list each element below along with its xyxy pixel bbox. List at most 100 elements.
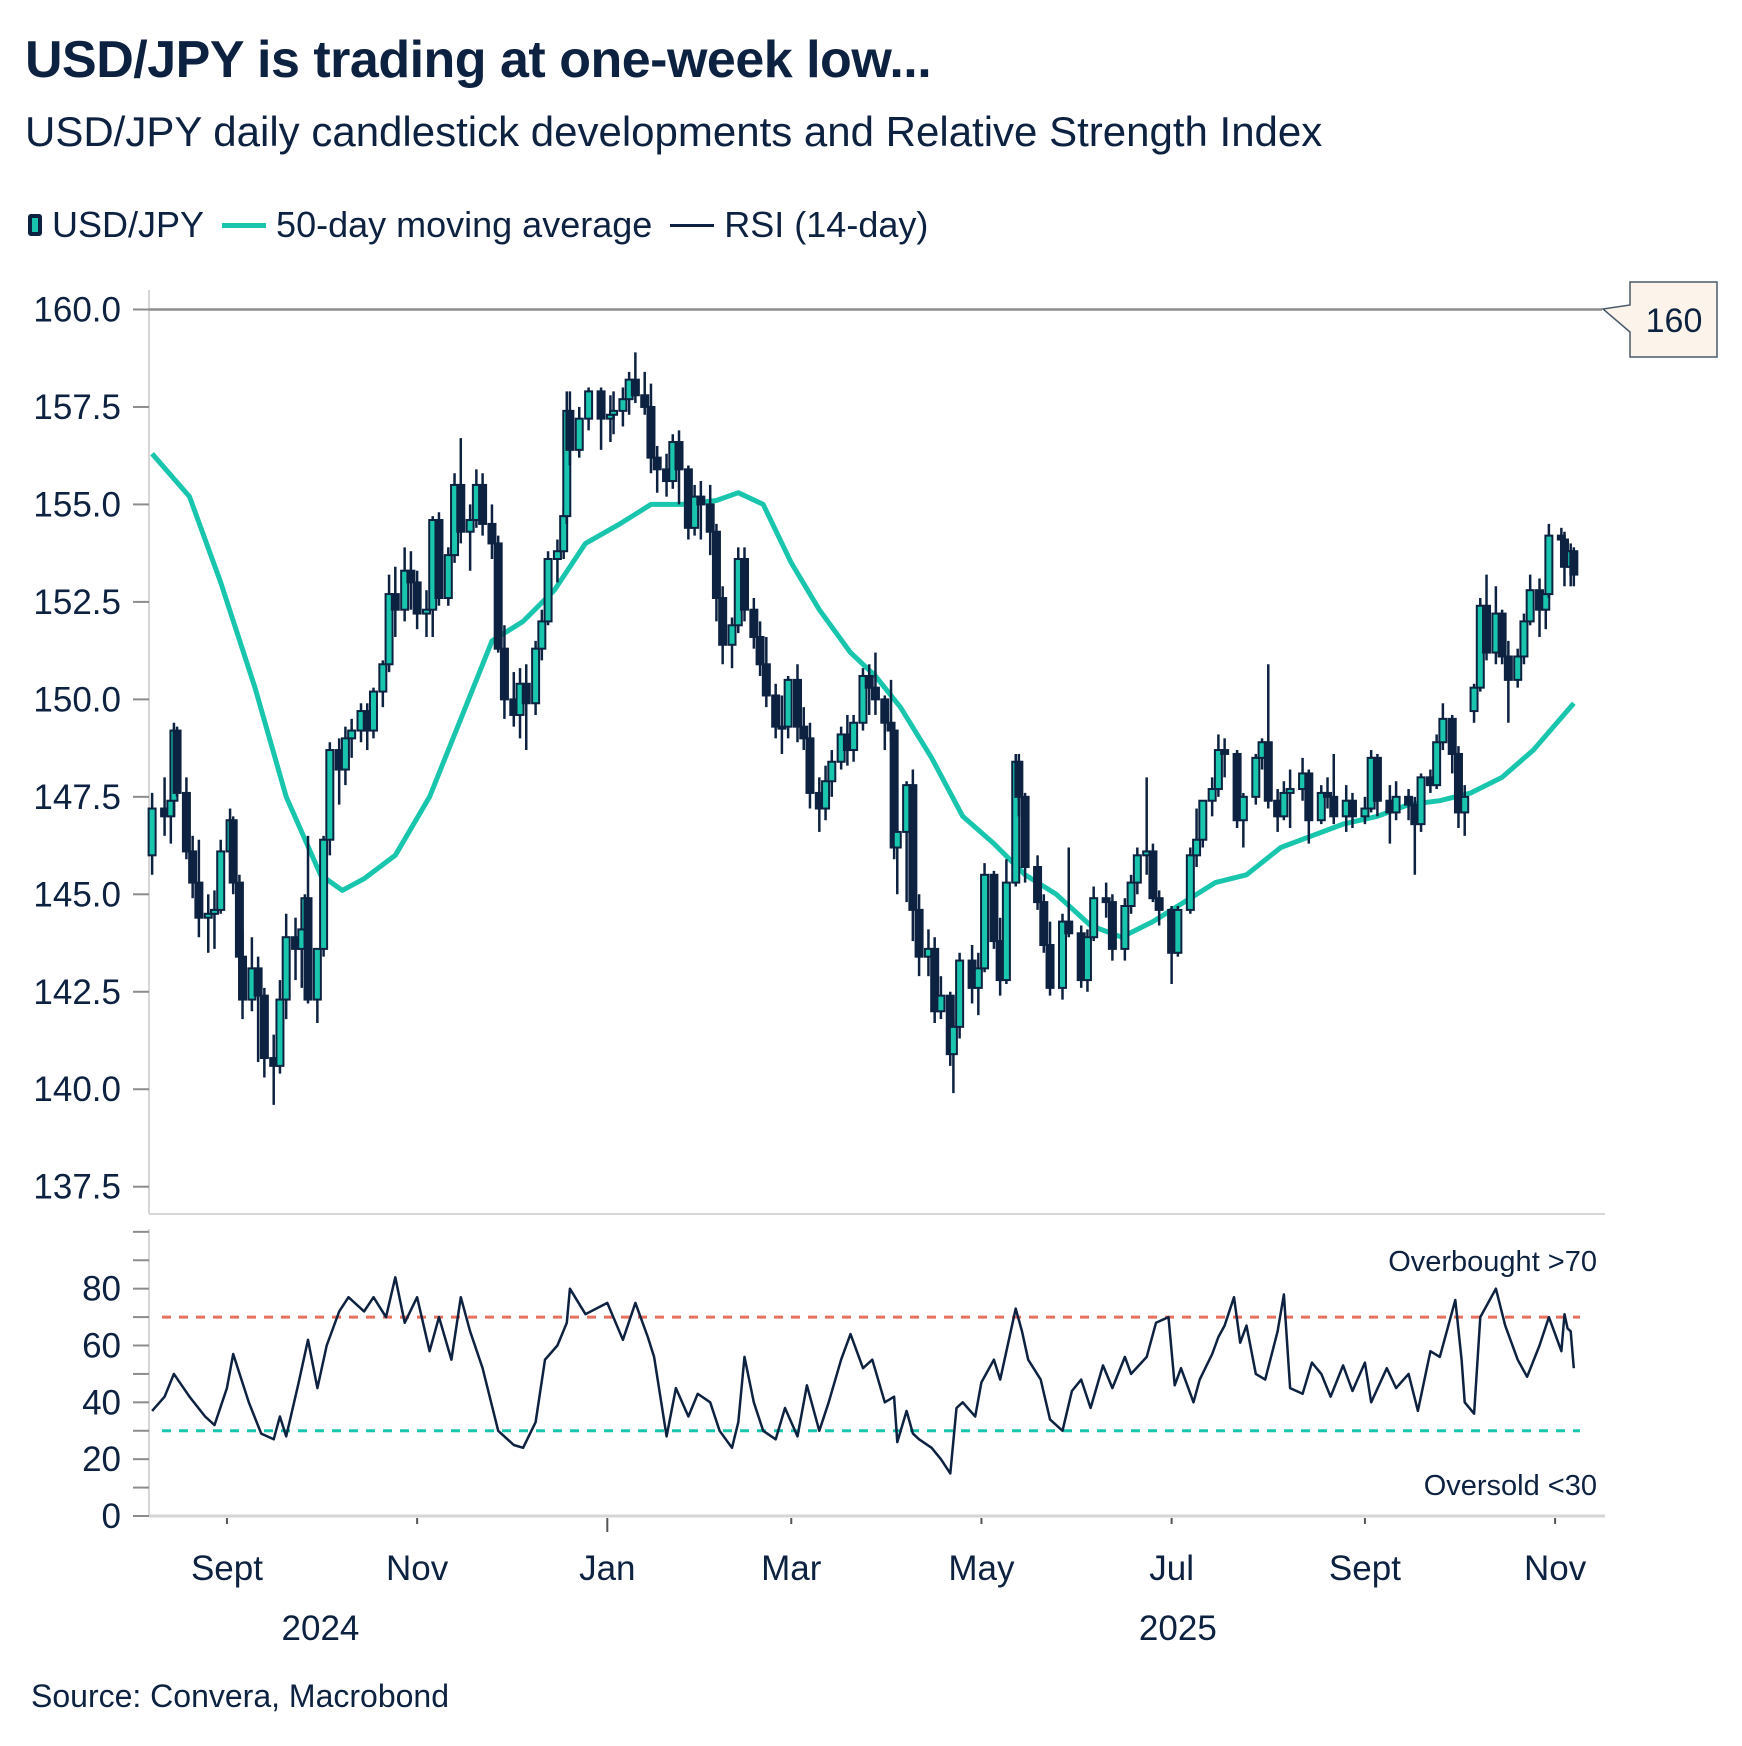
x-tick-label: Jul [1149,1549,1194,1588]
candle-body-up [1185,854,1195,911]
candle [478,473,488,536]
candle [1453,746,1463,829]
candle [400,547,410,622]
candle-body-down [1020,795,1030,869]
candle-body-down [478,483,488,525]
candle [1347,792,1357,829]
candle [406,551,416,610]
candle [711,523,721,622]
candle-body-up [325,749,335,841]
candle-body-down [456,483,466,533]
candle [799,707,809,751]
candle [864,664,874,715]
candle-body-up [858,674,868,724]
candle-body-up [948,1025,958,1056]
candle-body-down [1033,866,1043,904]
candle [1391,781,1401,821]
legend: USD/JPY 50-day moving average RSI (14-da… [28,204,946,246]
candle [1207,777,1217,817]
candle [340,726,350,786]
candle [378,660,388,708]
candle [1033,855,1043,910]
candle [253,956,263,1062]
price-y-tick-label: 150.0 [33,680,121,719]
candle-body-down [705,503,715,533]
candle-body-up [1207,788,1217,802]
teal-line-icon [222,222,267,228]
oversold-label: Oversold <30 [1424,1470,1597,1502]
candle [827,750,837,797]
candle [1329,753,1339,825]
candle [384,574,394,673]
candle-body-down [771,694,781,728]
candle [761,636,771,708]
candle [1251,753,1261,805]
candle-body-down [1220,749,1230,755]
candle [696,481,706,540]
legend-label: RSI (14-day) [724,204,929,245]
candle [1213,734,1223,797]
candle-body-up [443,554,453,600]
candle-body-down [989,873,999,943]
candle-body-down [1107,901,1117,950]
candle-body-down [799,725,809,740]
candle [325,742,335,856]
candle [421,590,431,637]
candle-body-up [340,737,350,771]
candle [443,547,453,606]
candle [690,484,700,536]
candle [1525,574,1535,626]
candle-body-down [640,394,650,408]
candle-body-down [1503,655,1513,681]
candle [584,387,594,431]
candle [1263,664,1273,809]
candle [980,863,990,973]
candle-body-down [1014,760,1024,798]
candle [1198,799,1208,848]
candle [1101,882,1111,918]
x-axis: Sept Nov Jan Mar May Jul Sept Nov 2024 2025 [191,1518,1587,1648]
candle-body-up [1089,897,1099,939]
candle-body-down [1154,897,1164,911]
candle-body-down [390,593,400,611]
candle-body-down [1064,920,1074,935]
candle-body-up [980,873,990,970]
candle-body-down [1232,752,1242,822]
candle-body-up [537,620,547,650]
candle [849,714,859,762]
candle [652,445,662,493]
candle-body-down [228,819,238,884]
overbought-label: Overbought >70 [1388,1246,1597,1278]
candle [973,952,983,1016]
candle [521,664,531,751]
candle [1316,785,1326,825]
candle [531,640,541,715]
rsi-y-tick-label: 0 [102,1497,121,1536]
candle-body-down [930,947,940,1013]
candle-body-down [596,390,606,420]
candle-body-up [821,780,831,810]
candle [319,835,329,957]
legend-item-moving-average: 50-day moving average [222,204,652,246]
candle-body-up [531,647,541,705]
candle-body-down [1372,756,1382,802]
candle [1482,574,1492,661]
candle [238,933,248,1020]
candle [936,976,946,1020]
candle [718,586,728,665]
x-tick-label: Sept [191,1549,263,1588]
candle [194,839,204,938]
candle-body-down [646,405,656,459]
candle-body-up [1544,534,1554,596]
candle-body-down [1329,795,1339,818]
candle-body-down [674,441,684,471]
chart-subtitle: USD/JPY daily candlestick developments a… [25,108,1323,155]
candle [1372,753,1382,817]
candle-body-up [727,624,737,646]
candle-body-down [1323,791,1333,798]
price-y-tick-label: 137.5 [33,1168,121,1207]
candle-body-down [880,698,890,724]
candle [1569,547,1579,587]
candle-body-down [1447,717,1457,755]
candle [674,430,684,505]
